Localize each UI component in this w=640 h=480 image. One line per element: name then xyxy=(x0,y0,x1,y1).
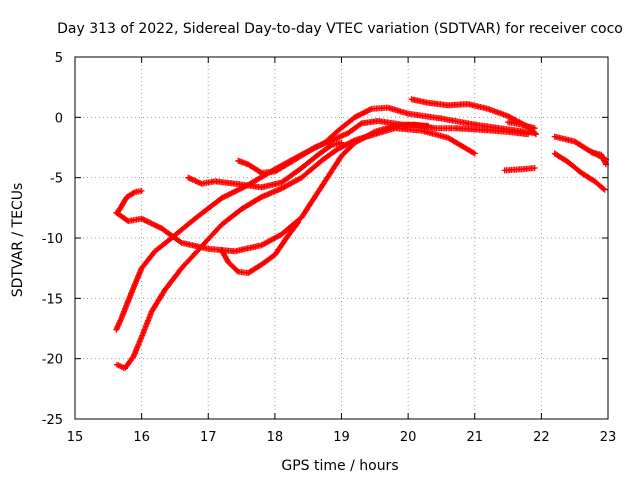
chart-title: Day 313 of 2022, Sidereal Day-to-day VTE… xyxy=(57,21,623,37)
data-points xyxy=(505,119,538,132)
data-points xyxy=(113,104,538,333)
x-tick-label: 21 xyxy=(466,430,483,445)
data-points xyxy=(185,139,345,191)
y-tick-label: -15 xyxy=(42,292,63,307)
x-tick-label: 15 xyxy=(67,430,84,445)
x-tick-label: 16 xyxy=(133,430,150,445)
data-points xyxy=(551,150,608,193)
y-tick-label: -25 xyxy=(42,413,63,428)
series-arc-i xyxy=(505,119,538,132)
series-arc-j xyxy=(501,165,538,174)
series-arc-f xyxy=(235,118,432,176)
data-points xyxy=(114,125,478,372)
x-tick-label: 23 xyxy=(600,430,617,445)
series-arc-e xyxy=(185,139,345,191)
y-tick-label: -10 xyxy=(42,232,63,247)
x-tick-label: 18 xyxy=(267,430,284,445)
y-tick-label: -20 xyxy=(42,353,63,368)
data-points xyxy=(588,149,609,168)
x-tick-label: 19 xyxy=(333,430,350,445)
x-axis-label: GPS time / hours xyxy=(281,458,398,474)
series-arc-b xyxy=(114,125,478,372)
y-tick-label: 5 xyxy=(55,51,63,66)
series-arc-m xyxy=(588,149,609,168)
x-tick-label: 20 xyxy=(400,430,417,445)
axis-ticks: 15 16 17 18 19 20 21 22 23 5 0 -5 -10 -15 -20 -25 xyxy=(42,51,617,445)
series-arc-a xyxy=(113,104,538,333)
x-tick-label: 17 xyxy=(200,430,217,445)
plot-frame xyxy=(74,56,609,420)
y-tick-label: -5 xyxy=(50,172,63,187)
series-arc-g xyxy=(218,219,302,276)
data-points xyxy=(218,219,302,276)
series-arc-l xyxy=(551,150,608,193)
x-tick-label: 22 xyxy=(533,430,550,445)
grid-lines xyxy=(75,57,608,419)
data-points xyxy=(115,187,145,215)
data-points xyxy=(501,165,538,174)
data-series xyxy=(113,96,609,372)
data-points xyxy=(235,118,432,176)
y-tick-label: 0 xyxy=(55,111,63,126)
y-axis-label: SDTVAR / TECUs xyxy=(10,183,26,298)
series-arc-d xyxy=(115,187,145,215)
